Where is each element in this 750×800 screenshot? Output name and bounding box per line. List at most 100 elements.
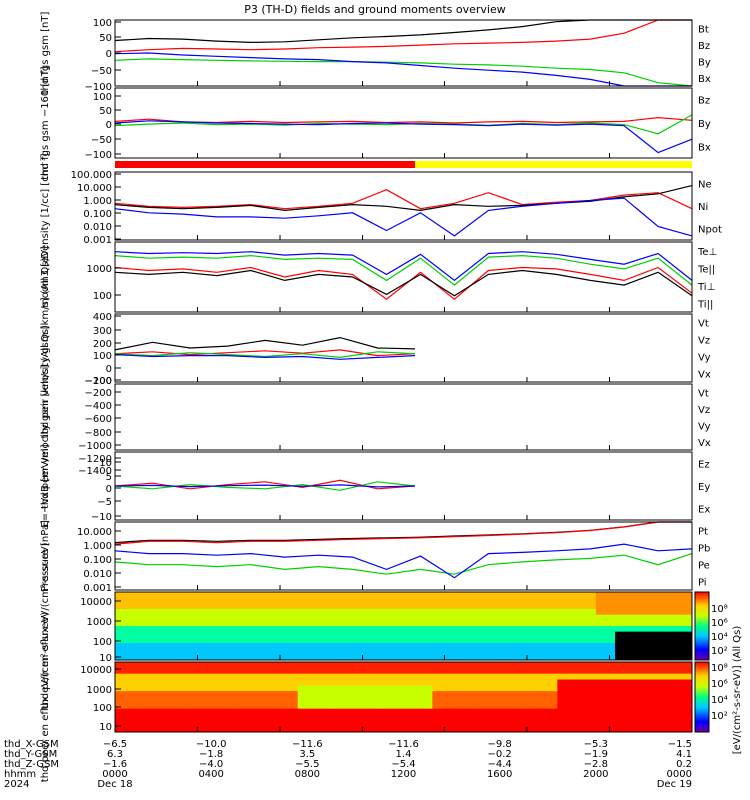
heatmap-cell <box>249 708 260 715</box>
heatmap-cell <box>230 679 241 686</box>
heatmap-cell <box>268 631 279 638</box>
heatmap-cell <box>615 697 626 704</box>
y-tick-label: −800 <box>85 428 112 439</box>
heatmap-cell <box>547 620 558 627</box>
heatmap-cell <box>605 691 616 698</box>
heatmap-cell <box>307 685 318 692</box>
heatmap-cell <box>653 609 664 616</box>
heatmap-cell <box>374 620 385 627</box>
heatmap-cell <box>422 702 433 710</box>
heatmap-cell <box>374 691 385 698</box>
heatmap-cell <box>201 654 212 661</box>
heatmap-cell <box>163 667 174 675</box>
heatmap-cell <box>278 592 289 599</box>
heatmap-cell <box>345 708 356 715</box>
heatmap-cell <box>259 708 270 715</box>
heatmap-cell <box>115 679 126 686</box>
heatmap-cell <box>490 685 501 692</box>
heatmap-cell <box>624 597 635 604</box>
heatmap-cell <box>201 597 212 604</box>
heatmap-cell <box>643 626 655 633</box>
heatmap-cell <box>451 702 462 710</box>
heatmap-cell <box>355 673 366 680</box>
xaxis-value: −2.8 <box>584 759 608 770</box>
heatmap-cell <box>586 714 597 721</box>
heatmap-cell <box>480 631 491 638</box>
heatmap-cell <box>586 726 597 733</box>
heatmap-cell <box>528 720 539 727</box>
heatmap-cell <box>518 597 530 604</box>
heatmap-cell <box>605 603 616 610</box>
heatmap-cell <box>143 637 154 644</box>
heatmap-cell <box>586 673 597 680</box>
heatmap-cell <box>403 662 414 669</box>
heatmap-cell <box>538 620 549 627</box>
heatmap-cell <box>403 679 414 686</box>
heatmap-cell <box>441 667 453 675</box>
heatmap-cell <box>576 720 587 727</box>
heatmap-cell <box>643 714 655 721</box>
heatmap-cell <box>480 654 491 661</box>
heatmap-cell <box>240 679 251 686</box>
heatmap-cell <box>259 614 270 621</box>
heatmap-cell <box>124 637 135 644</box>
heatmap-cell <box>115 714 126 721</box>
heatmap-cell <box>663 592 674 599</box>
heatmap-cell <box>509 592 520 599</box>
heatmap-cell <box>634 631 645 638</box>
heatmap-cell <box>278 662 289 669</box>
heatmap-cell <box>374 597 385 604</box>
heatmap-cell <box>307 691 318 698</box>
heatmap-cell <box>374 697 385 704</box>
heatmap-cell <box>624 679 635 686</box>
heatmap-cell <box>230 662 241 669</box>
heatmap-cell <box>307 714 318 721</box>
heatmap-cell <box>211 685 222 692</box>
heatmap-cell <box>268 614 279 621</box>
heatmap-cell <box>134 609 145 616</box>
heatmap-cell <box>566 667 578 675</box>
heatmap-cell <box>316 726 328 733</box>
heatmap-cell <box>624 726 635 733</box>
heatmap-cell <box>134 603 145 610</box>
heatmap-cell <box>163 697 174 704</box>
heatmap-cell <box>441 631 453 638</box>
heatmap-cell <box>461 679 472 686</box>
heatmap-cell <box>365 654 376 661</box>
heatmap-cell <box>124 697 135 704</box>
heatmap-cell <box>345 702 356 710</box>
heatmap-cell <box>297 637 308 644</box>
heatmap-cell <box>297 697 308 704</box>
heatmap-cell <box>586 697 597 704</box>
heatmap-cell <box>163 714 174 721</box>
heatmap-cell <box>422 626 433 633</box>
heatmap-cell <box>124 648 135 655</box>
heatmap-cell <box>528 620 539 627</box>
heatmap-cell <box>566 726 578 733</box>
heatmap-cell <box>355 685 366 692</box>
heatmap-cell <box>461 667 472 675</box>
heatmap-cell <box>615 685 626 692</box>
heatmap-cell <box>441 714 453 721</box>
heatmap-cell <box>672 662 683 669</box>
heatmap-cell <box>211 637 222 644</box>
heatmap-cell <box>201 691 212 698</box>
y-tick-label: 1000 <box>87 685 112 696</box>
heatmap-cell <box>297 643 308 650</box>
heatmap-cell <box>595 691 606 698</box>
heatmap-cell <box>297 614 308 621</box>
y-tick-label: 1.000 <box>83 196 112 207</box>
heatmap-cell <box>211 603 222 610</box>
heatmap-cell <box>345 643 356 650</box>
heatmap-cell <box>663 702 674 710</box>
heatmap-cell <box>384 691 395 698</box>
heatmap-cell <box>470 631 481 638</box>
heatmap-cell <box>384 720 395 727</box>
heatmap-cell <box>538 673 549 680</box>
heatmap-cell <box>624 648 635 655</box>
heatmap-cell <box>355 714 366 721</box>
heatmap-cell <box>326 720 337 727</box>
heatmap-cell <box>240 626 251 633</box>
heatmap-cell <box>624 685 635 692</box>
heatmap-cell <box>393 685 404 692</box>
